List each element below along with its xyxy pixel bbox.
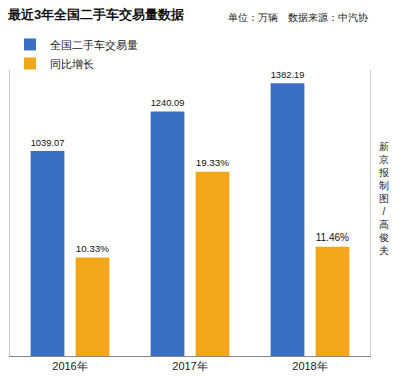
- svg-text:10.33%: 10.33%: [76, 243, 110, 254]
- svg-text:11.46%: 11.46%: [316, 232, 349, 243]
- svg-text:19.33%: 19.33%: [196, 157, 230, 168]
- svg-text:2018年: 2018年: [292, 360, 327, 372]
- svg-text:2017年: 2017年: [172, 360, 207, 372]
- svg-text:同比增长: 同比增长: [50, 58, 94, 70]
- svg-text:全国二手车交易量: 全国二手车交易量: [50, 39, 138, 51]
- svg-text:1382.19: 1382.19: [271, 70, 305, 80]
- svg-text:最近3年全国二手车交易量数据: 最近3年全国二手车交易量数据: [7, 7, 184, 22]
- svg-text:1039.07: 1039.07: [31, 138, 65, 148]
- svg-text:新京报制图/高俊夫: 新京报制图/高俊夫: [378, 141, 389, 256]
- svg-text:1240.09: 1240.09: [151, 98, 185, 108]
- svg-text:2016年: 2016年: [52, 360, 87, 372]
- svg-text:数据来源：中汽协: 数据来源：中汽协: [288, 12, 368, 23]
- svg-text:单位：万辆: 单位：万辆: [228, 12, 278, 23]
